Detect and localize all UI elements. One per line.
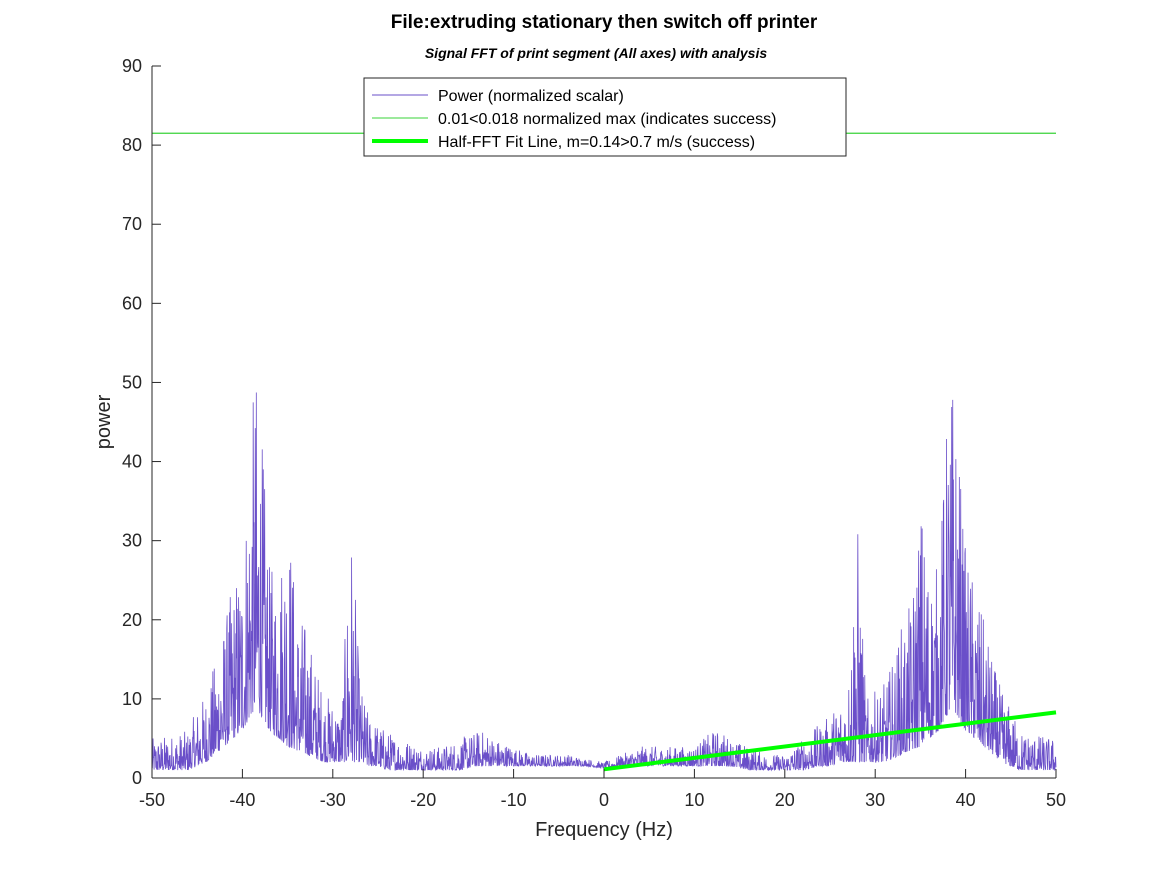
y-tick-label: 10 [122, 689, 142, 709]
y-tick-label: 90 [122, 56, 142, 76]
y-tick-label: 30 [122, 531, 142, 551]
x-tick-label: -30 [320, 790, 346, 810]
x-tick-label: -50 [139, 790, 165, 810]
chart-subtitle: Signal FFT of print segment (All axes) w… [425, 45, 767, 61]
x-tick-label: 0 [599, 790, 609, 810]
x-tick-label: -40 [229, 790, 255, 810]
x-tick-label: -20 [410, 790, 436, 810]
y-tick-label: 70 [122, 214, 142, 234]
x-tick-label: 30 [865, 790, 885, 810]
legend-label-threshold: 0.01<0.018 normalized max (indicates suc… [438, 111, 776, 128]
legend-label-power: Power (normalized scalar) [438, 88, 624, 105]
legend-box [363, 77, 847, 157]
legend-label-fit-line: Half-FFT Fit Line, m=0.14>0.7 m/s (succe… [438, 134, 755, 151]
y-tick-label: 0 [132, 768, 142, 788]
y-tick-label: 20 [122, 610, 142, 630]
y-tick-label: 50 [122, 372, 142, 392]
x-tick-label: 50 [1046, 790, 1066, 810]
x-tick-label: 20 [775, 790, 795, 810]
x-tick-label: 40 [956, 790, 976, 810]
chart-title: File:extruding stationary then switch of… [391, 12, 818, 33]
y-tick-label: 80 [122, 135, 142, 155]
x-axis-label: Frequency (Hz) [535, 819, 673, 841]
legend: Power (normalized scalar) 0.01<0.018 nor… [363, 77, 847, 157]
series-fit-line [603, 710, 1057, 772]
y-tick-label: 40 [122, 452, 142, 472]
series-power-trace [151, 392, 1057, 772]
y-axis-label: power [93, 394, 115, 449]
plot-area [151, 132, 1057, 772]
axes: -50 -40 -30 -20 -10 0 10 20 30 40 50 0 10 20 30 40 50 60 7… [122, 56, 1066, 810]
x-tick-label: -10 [501, 790, 527, 810]
x-tick-label: 10 [684, 790, 704, 810]
y-tick-label: 60 [122, 293, 142, 313]
